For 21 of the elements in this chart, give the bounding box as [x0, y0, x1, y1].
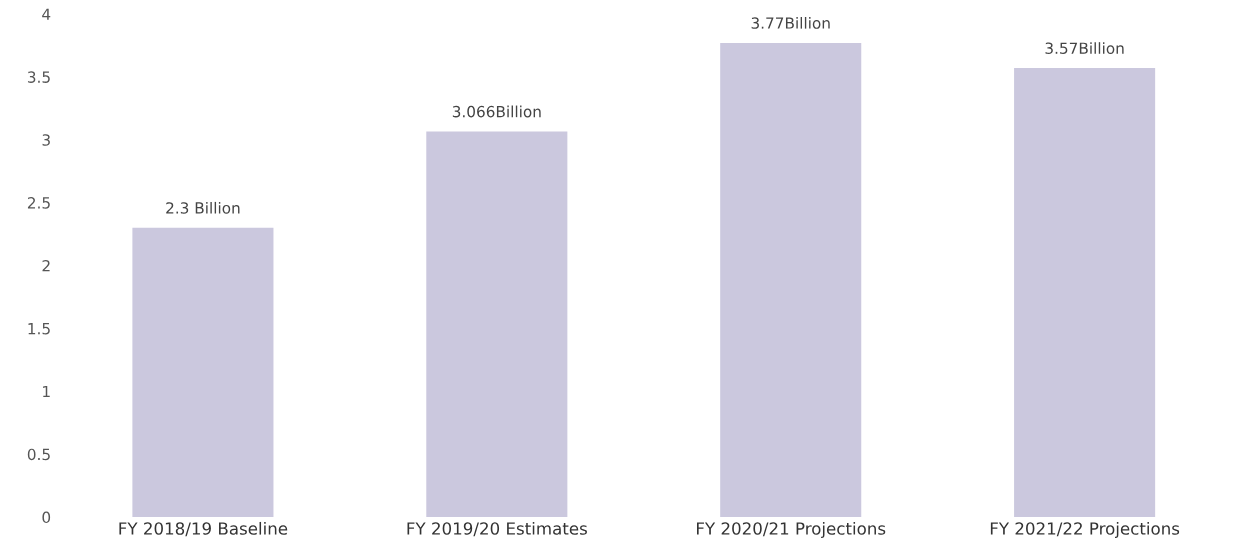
y-tick-label: 0 — [42, 511, 51, 524]
y-tick-label: 1.5 — [28, 323, 50, 335]
y-tick-label: 0.5 — [27, 448, 50, 461]
y-tick-label: 4 — [42, 8, 51, 20]
bar — [426, 131, 568, 518]
y-tick-label: 3.5 — [27, 71, 50, 83]
y-tick-label: 2.5 — [27, 197, 50, 209]
data-label: 3.57Billion — [1045, 42, 1124, 54]
bar — [720, 42, 862, 518]
x-tick-label: FY 2021/22 Projections — [990, 521, 1180, 539]
y-tick-label: 2 — [42, 259, 50, 272]
y-tick-label: 1 — [43, 385, 50, 398]
data-label: 3.066Billion — [452, 105, 541, 118]
x-tick-label: FY 2020/21 Projections — [697, 521, 886, 539]
bar — [132, 227, 274, 518]
x-tick-label: FY 2018/19 Baseline — [119, 521, 288, 537]
bar — [1014, 68, 1156, 518]
data-label: 3.77Billion — [751, 17, 830, 29]
y-tick-label: 3 — [42, 134, 50, 146]
x-tick-label: FY 2019/20 Estimates — [407, 521, 587, 537]
data-label: 2.3 Billion — [166, 201, 240, 214]
